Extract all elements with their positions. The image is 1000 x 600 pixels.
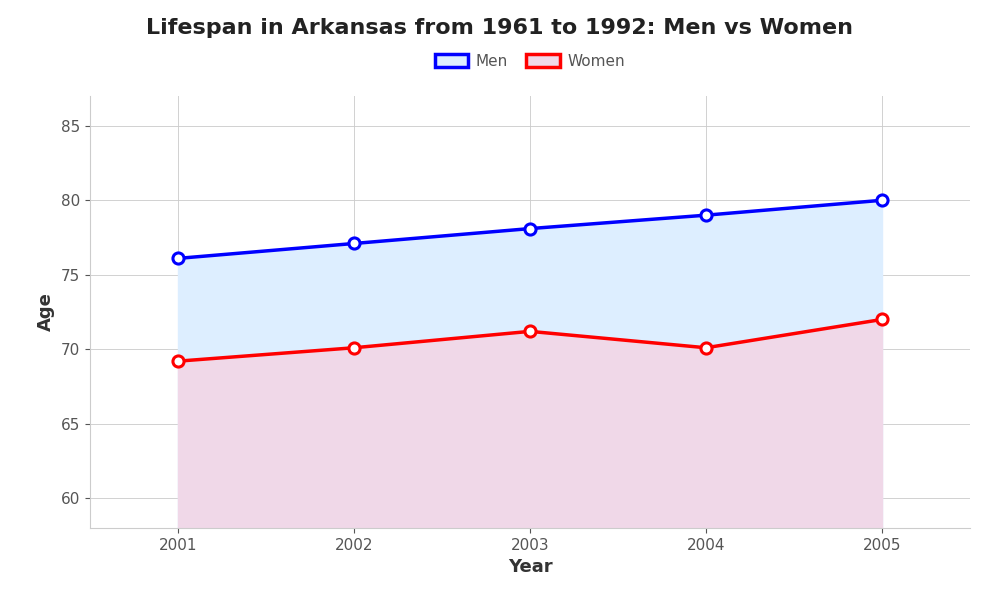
Text: Lifespan in Arkansas from 1961 to 1992: Men vs Women: Lifespan in Arkansas from 1961 to 1992: … [146, 18, 854, 38]
Legend: Men, Women: Men, Women [429, 47, 631, 75]
Y-axis label: Age: Age [37, 293, 55, 331]
X-axis label: Year: Year [508, 558, 552, 576]
